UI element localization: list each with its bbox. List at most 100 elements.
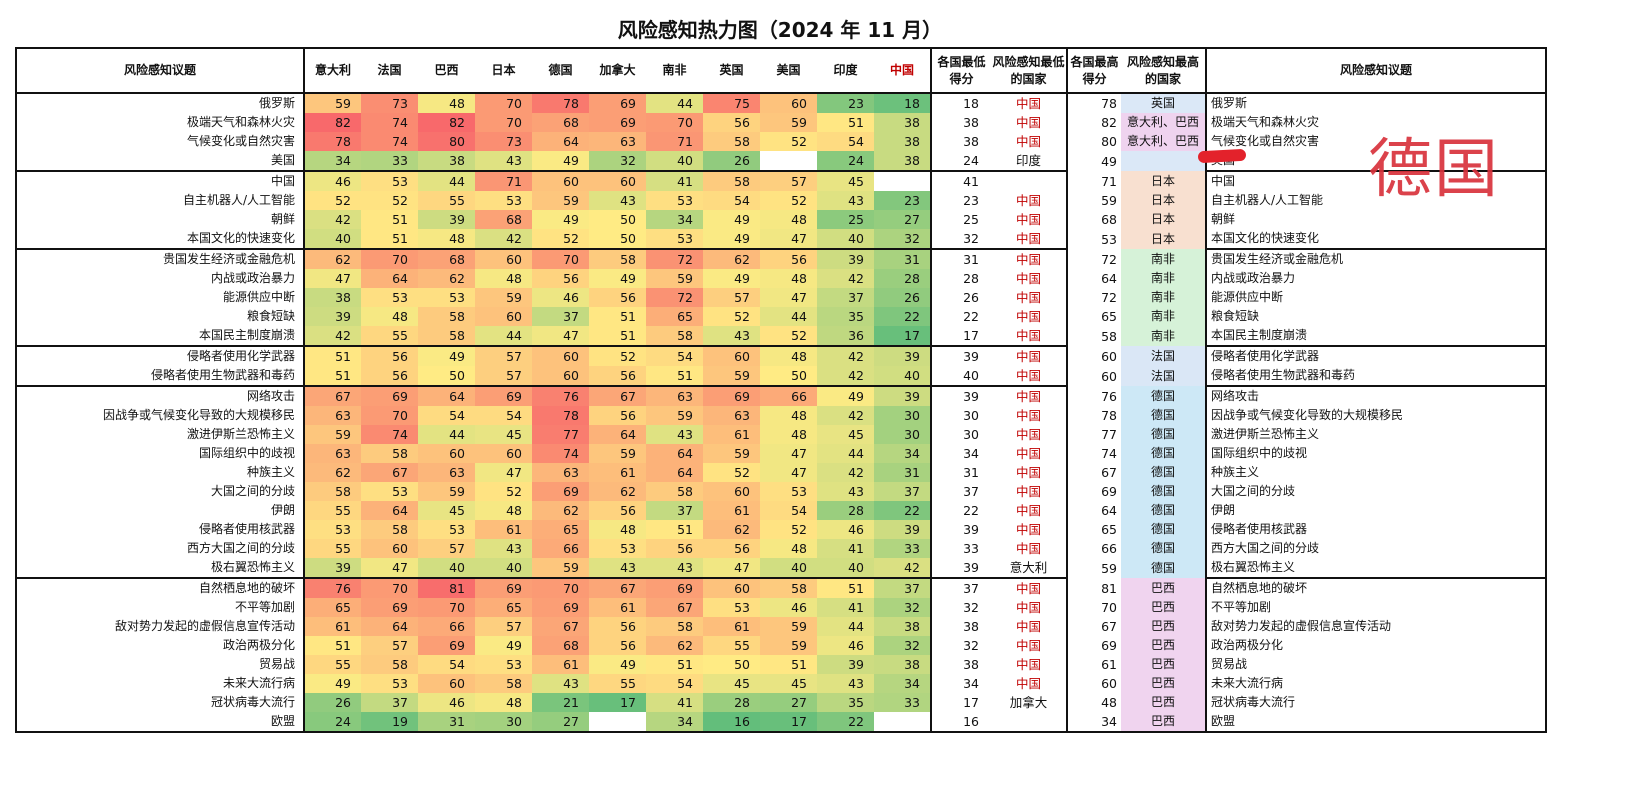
topic-label: 未来大流行病 bbox=[16, 674, 305, 693]
heat-cell: 32 bbox=[589, 151, 646, 171]
topic-label-right: 网络攻击 bbox=[1206, 385, 1546, 406]
min-score: 37 bbox=[931, 577, 991, 598]
heat-cell: 59 bbox=[304, 425, 361, 444]
heat-cell: 60 bbox=[760, 93, 817, 113]
topic-label: 极端天气和森林火灾 bbox=[16, 113, 305, 132]
topic-label-right: 伊朗 bbox=[1211, 503, 1236, 517]
heat-cell bbox=[874, 712, 932, 732]
table-row: 极右翼恐怖主义 39 47 40 40 59 43 43 47 40 40 42 39 意大利 59 德国 极右… bbox=[16, 558, 1546, 578]
heat-cell: 51 bbox=[304, 636, 361, 655]
heat-cell: 69 bbox=[646, 577, 703, 598]
min-score: 28 bbox=[963, 271, 979, 286]
min-score: 31 bbox=[931, 248, 991, 269]
heat-cell: 18 bbox=[874, 93, 932, 113]
heat-cell: 35 bbox=[817, 307, 874, 326]
topic-label: 自主机器人/人工智能 bbox=[16, 191, 305, 210]
max-score: 72 bbox=[1101, 251, 1117, 267]
heat-cell: 48 bbox=[418, 93, 475, 113]
heat-cell: 70 bbox=[475, 93, 532, 113]
heat-cell: 69 bbox=[589, 113, 646, 132]
topic-label: 极右翼恐怖主义 bbox=[16, 558, 305, 578]
heat-cell: 51 bbox=[304, 366, 361, 386]
heat-cell: 46 bbox=[418, 693, 475, 712]
heat-cell: 78 bbox=[532, 406, 589, 425]
heat-cell: 50 bbox=[418, 366, 475, 386]
heat-cell: 54 bbox=[817, 132, 874, 151]
heat-cell: 53 bbox=[361, 482, 418, 501]
heat-cell: 43 bbox=[475, 151, 532, 171]
heat-cell: 71 bbox=[646, 132, 703, 151]
heat-cell: 59 bbox=[703, 366, 760, 386]
column-header: 加拿大 bbox=[589, 48, 646, 94]
heat-cell: 43 bbox=[703, 326, 760, 346]
heat-cell: 36 bbox=[817, 326, 874, 346]
min-score: 32 bbox=[963, 600, 979, 615]
heat-cell: 64 bbox=[589, 425, 646, 444]
heat-cell bbox=[874, 170, 932, 191]
min-country: 中国 bbox=[991, 191, 1068, 210]
heat-cell: 45 bbox=[703, 674, 760, 693]
heat-cell: 32 bbox=[874, 229, 932, 249]
min-score: 38 bbox=[963, 134, 979, 149]
topic-label-right: 粮食短缺 bbox=[1211, 309, 1260, 323]
heat-cell: 53 bbox=[361, 170, 418, 191]
heat-cell: 62 bbox=[703, 520, 760, 539]
heat-cell: 27 bbox=[874, 210, 932, 229]
heat-cell: 70 bbox=[361, 248, 418, 269]
topic-label: 政治两极分化 bbox=[16, 636, 305, 655]
heat-cell: 24 bbox=[304, 712, 361, 732]
heat-cell: 17 bbox=[760, 712, 817, 732]
topic-label: 侵略者使用化学武器 bbox=[16, 345, 305, 366]
heat-cell: 78 bbox=[304, 132, 361, 151]
heat-cell: 52 bbox=[703, 463, 760, 482]
heat-cell: 64 bbox=[646, 444, 703, 463]
heat-cell: 60 bbox=[532, 170, 589, 191]
heat-cell: 52 bbox=[703, 307, 760, 326]
heat-cell: 23 bbox=[874, 191, 932, 210]
heat-cell: 53 bbox=[361, 288, 418, 307]
min-score: 31 bbox=[963, 465, 979, 480]
heat-cell: 49 bbox=[532, 151, 589, 171]
max-score: 49 bbox=[1101, 153, 1117, 169]
max-country: 德国 bbox=[1121, 386, 1207, 406]
heat-cell: 54 bbox=[760, 501, 817, 520]
heat-cell: 39 bbox=[817, 248, 874, 269]
heat-cell: 16 bbox=[703, 712, 760, 732]
heat-cell: 30 bbox=[874, 406, 932, 425]
heat-cell: 56 bbox=[646, 539, 703, 558]
min-country: 中国 bbox=[991, 93, 1068, 113]
topic-label: 敌对势力发起的虚假信息宣传活动 bbox=[16, 617, 305, 636]
heat-cell: 53 bbox=[589, 539, 646, 558]
heat-cell: 56 bbox=[361, 366, 418, 386]
heat-cell: 57 bbox=[760, 170, 817, 191]
heat-cell: 57 bbox=[703, 288, 760, 307]
heat-cell: 43 bbox=[589, 191, 646, 210]
min-score: 22 bbox=[963, 503, 979, 518]
heat-cell: 59 bbox=[418, 482, 475, 501]
topic-label: 本国文化的快速变化 bbox=[16, 229, 305, 249]
min-country: 中国 bbox=[991, 269, 1068, 288]
topic-label: 大国之间的分歧 bbox=[16, 482, 305, 501]
table-row: 网络攻击 67 69 64 69 76 67 63 69 66 49 39 39 中国 76 德国 网络攻击 bbox=[16, 385, 1546, 406]
heat-cell: 58 bbox=[646, 326, 703, 346]
heat-cell: 61 bbox=[304, 617, 361, 636]
heat-cell: 66 bbox=[760, 385, 817, 406]
min-country: 中国 bbox=[991, 385, 1068, 406]
heat-cell: 61 bbox=[703, 617, 760, 636]
min-country: 中国 bbox=[991, 210, 1068, 229]
topic-label: 不平等加剧 bbox=[16, 598, 305, 617]
heat-cell: 62 bbox=[703, 248, 760, 269]
heat-cell: 70 bbox=[361, 577, 418, 598]
heat-cell: 32 bbox=[874, 598, 932, 617]
heat-cell: 31 bbox=[418, 712, 475, 732]
heat-cell: 33 bbox=[874, 539, 932, 558]
heat-cell: 59 bbox=[703, 444, 760, 463]
table-row: 种族主义 62 67 63 47 63 61 64 52 47 42 31 31 中国 67 德国 种族主义 bbox=[16, 463, 1546, 482]
max-score: 77 bbox=[1101, 427, 1117, 442]
heat-cell: 65 bbox=[646, 307, 703, 326]
heat-cell bbox=[589, 712, 646, 732]
topic-label-right: 气候变化或自然灾害 bbox=[1211, 134, 1320, 148]
heat-cell: 58 bbox=[703, 170, 760, 191]
topic-label-right: 本国文化的快速变化 bbox=[1211, 231, 1320, 245]
heat-cell: 70 bbox=[361, 406, 418, 425]
